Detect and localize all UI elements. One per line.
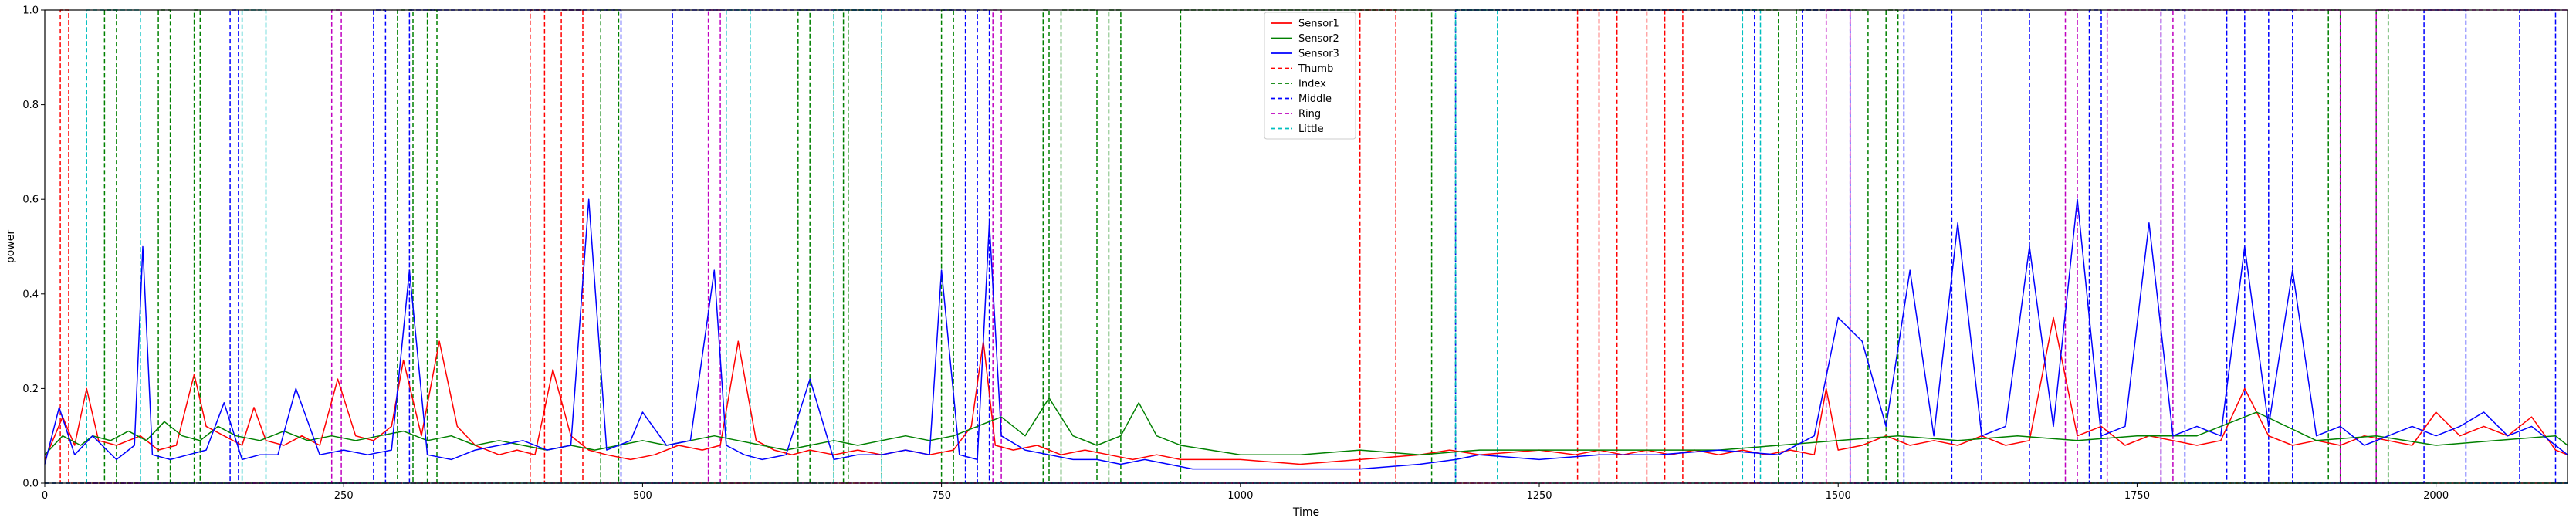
x-tick-label: 750 [932, 490, 951, 502]
legend-label-sensor1: Sensor1 [1298, 19, 1339, 30]
legend-label-index: Index [1298, 79, 1326, 90]
series-line-sensor1 [44, 316, 2568, 465]
legend-label-middle: Middle [1298, 93, 1332, 105]
y-axis: 0.0 0.2 0.4 0.6 0.8 1.0 [22, 5, 45, 490]
x-tick-label: 0 [42, 490, 48, 502]
y-tick-label: 0.6 [22, 195, 39, 206]
legend-box [1264, 12, 1356, 140]
legend: Sensor1 Sensor2 Sensor3 Thumb Index Middle Rin… [1264, 12, 1356, 140]
series-line-sensor3 [44, 198, 2568, 470]
x-tick-label: 2000 [2423, 490, 2449, 502]
y-tick-label: 0.4 [22, 289, 39, 300]
series-line-sensor2 [44, 397, 2568, 455]
x-tick-label: 1750 [2124, 490, 2150, 502]
legend-label-thumb: Thumb [1298, 63, 1333, 75]
x-tick-label: 250 [334, 490, 354, 502]
plot-frame [44, 9, 2568, 484]
y-tick-label: 0.0 [22, 479, 39, 490]
y-tick-label: 1.0 [22, 5, 39, 17]
y-tick-label: 0.2 [22, 384, 39, 395]
x-tick-label: 500 [633, 490, 652, 502]
x-axis: 0 250 500 750 1000 1250 1500 1750 2000 [42, 483, 2449, 502]
series-line-ring [45, 9, 2568, 484]
legend-label-sensor2: Sensor2 [1298, 33, 1339, 45]
legend-label-little: Little [1298, 123, 1324, 135]
x-tick-label: 1000 [1227, 490, 1253, 502]
y-axis-label: power [5, 230, 17, 264]
legend-label-sensor3: Sensor3 [1298, 49, 1339, 60]
y-tick-label: 0.8 [22, 100, 39, 111]
legend-label-ring: Ring [1298, 109, 1321, 120]
x-tick-label: 1500 [1826, 490, 1851, 502]
x-axis-label: Time [1292, 506, 1319, 519]
x-tick-label: 1250 [1526, 490, 1552, 502]
